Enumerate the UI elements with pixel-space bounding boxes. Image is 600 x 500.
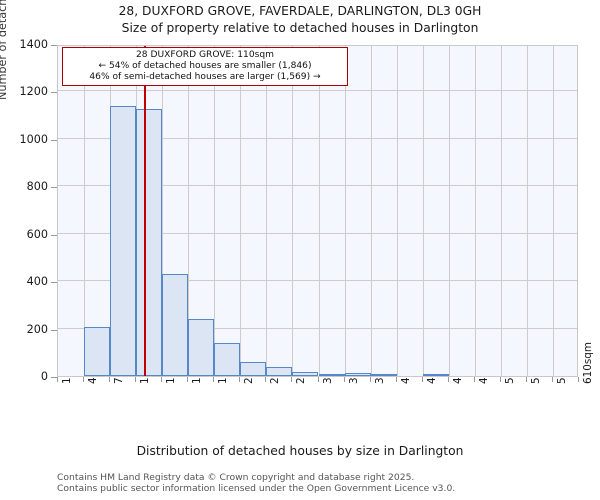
y-axis-tick-mark: [51, 45, 57, 46]
plot-area: [57, 45, 578, 377]
x-axis-tick-mark: [239, 377, 241, 382]
x-axis-tick-mark: [447, 377, 449, 382]
y-axis-tick-label: 400: [26, 275, 48, 289]
x-axis-tick-mark: [135, 377, 137, 382]
gridline-vertical: [188, 46, 190, 376]
gridline-vertical: [448, 46, 450, 376]
histogram-bar: [110, 105, 137, 376]
y-axis-tick-label: 1400: [19, 38, 48, 51]
histogram-bar: [370, 374, 397, 376]
histogram-bars: [58, 46, 577, 376]
gridline-vertical: [422, 46, 424, 376]
y-axis-tick-mark: [51, 187, 57, 189]
histogram-bar: [292, 371, 319, 376]
annotation-line-1: 28 DUXFORD GROVE: 110sqm: [136, 50, 274, 60]
histogram-bar: [240, 362, 267, 376]
x-axis-tick-mark: [213, 377, 215, 382]
gridline-vertical: [370, 46, 372, 376]
histogram-bar: [214, 342, 241, 376]
footer-attribution: Contains HM Land Registry data © Crown c…: [57, 472, 597, 494]
footer-line-1: Contains HM Land Registry data © Crown c…: [57, 472, 415, 483]
gridline-vertical: [318, 46, 320, 376]
x-axis-tick-label: 610sqm: [582, 342, 594, 384]
gridline-horizontal: [58, 232, 577, 234]
gridline-vertical: [344, 46, 346, 376]
x-axis-tick-mark: [525, 377, 527, 382]
gridline-vertical: [526, 46, 528, 376]
x-axis-title: Distribution of detached houses by size …: [136, 444, 464, 458]
histogram-bar: [422, 374, 449, 376]
x-axis-tick-mark: [369, 377, 371, 382]
gridline-vertical: [266, 46, 268, 376]
gridline-vertical: [500, 46, 502, 376]
x-axis-tick-mark: [187, 377, 189, 382]
property-annotation-box: 28 DUXFORD GROVE: 110sqm ← 54% of detach…: [62, 47, 348, 87]
gridline-vertical: [552, 46, 554, 376]
x-axis-tick-mark: [57, 377, 58, 382]
x-axis-tick-mark: [551, 377, 553, 382]
annotation-line-3: 46% of semi-detached houses are larger (…: [89, 71, 321, 82]
y-axis-tick-mark: [51, 329, 57, 331]
histogram-bar: [266, 366, 293, 376]
gridline-horizontal: [58, 90, 577, 92]
histogram-bar: [188, 319, 215, 376]
y-axis-tick-label: 1000: [19, 132, 48, 146]
gridline-vertical: [396, 46, 398, 376]
gridline-vertical: [474, 46, 476, 376]
y-axis-tick-mark: [51, 92, 57, 94]
y-axis-tick-mark: [51, 377, 57, 378]
histogram-bar: [344, 373, 371, 376]
y-axis-tick-label: 600: [26, 227, 48, 241]
x-axis-tick-mark: [265, 377, 267, 382]
gridline-horizontal: [58, 185, 577, 187]
property-size-marker-line: [144, 46, 146, 376]
x-axis-tick-mark: [161, 377, 163, 382]
y-axis-tick-label: 800: [26, 180, 48, 194]
gridline-vertical: [84, 46, 86, 376]
x-axis-tick-mark: [291, 377, 293, 382]
y-axis-tick-mark: [51, 139, 57, 141]
x-axis-tick-mark: [83, 377, 85, 382]
footer-line-2: Contains public sector information licen…: [57, 483, 456, 494]
y-axis-tick-label: 0: [40, 370, 48, 383]
x-axis-tick-mark: [395, 377, 397, 382]
gridline-vertical: [162, 46, 164, 376]
chart-title-line-2: Size of property relative to detached ho…: [121, 20, 479, 35]
histogram-bar: [318, 374, 345, 376]
x-axis-tick-mark: [578, 377, 579, 382]
gridline-vertical: [214, 46, 216, 376]
gridline-horizontal: [58, 280, 577, 282]
x-axis-tick-mark: [317, 377, 319, 382]
x-axis-tick-mark: [109, 377, 111, 382]
gridline-horizontal: [58, 327, 577, 329]
y-axis-tick-mark: [51, 234, 57, 236]
gridline-horizontal: [58, 137, 577, 139]
chart-title-line-1: 28, DUXFORD GROVE, FAVERDALE, DARLINGTON…: [118, 4, 482, 18]
y-axis-tick-label: 1200: [19, 85, 48, 99]
histogram-bar: [84, 327, 111, 376]
annotation-line-2: ← 54% of detached houses are smaller (1,…: [98, 60, 312, 71]
x-axis-tick-mark: [421, 377, 423, 382]
y-axis-tick-mark: [51, 282, 57, 284]
chart-title: 28, DUXFORD GROVE, FAVERDALE, DARLINGTON…: [0, 3, 600, 36]
histogram-bar: [162, 274, 189, 376]
y-axis-tick-label: 200: [26, 322, 48, 336]
gridline-vertical: [240, 46, 242, 376]
x-axis-tick-mark: [343, 377, 345, 382]
histogram-bar: [136, 109, 163, 376]
x-axis-tick-mark: [499, 377, 501, 382]
x-axis-tick-mark: [473, 377, 475, 382]
gridline-vertical: [292, 46, 294, 376]
